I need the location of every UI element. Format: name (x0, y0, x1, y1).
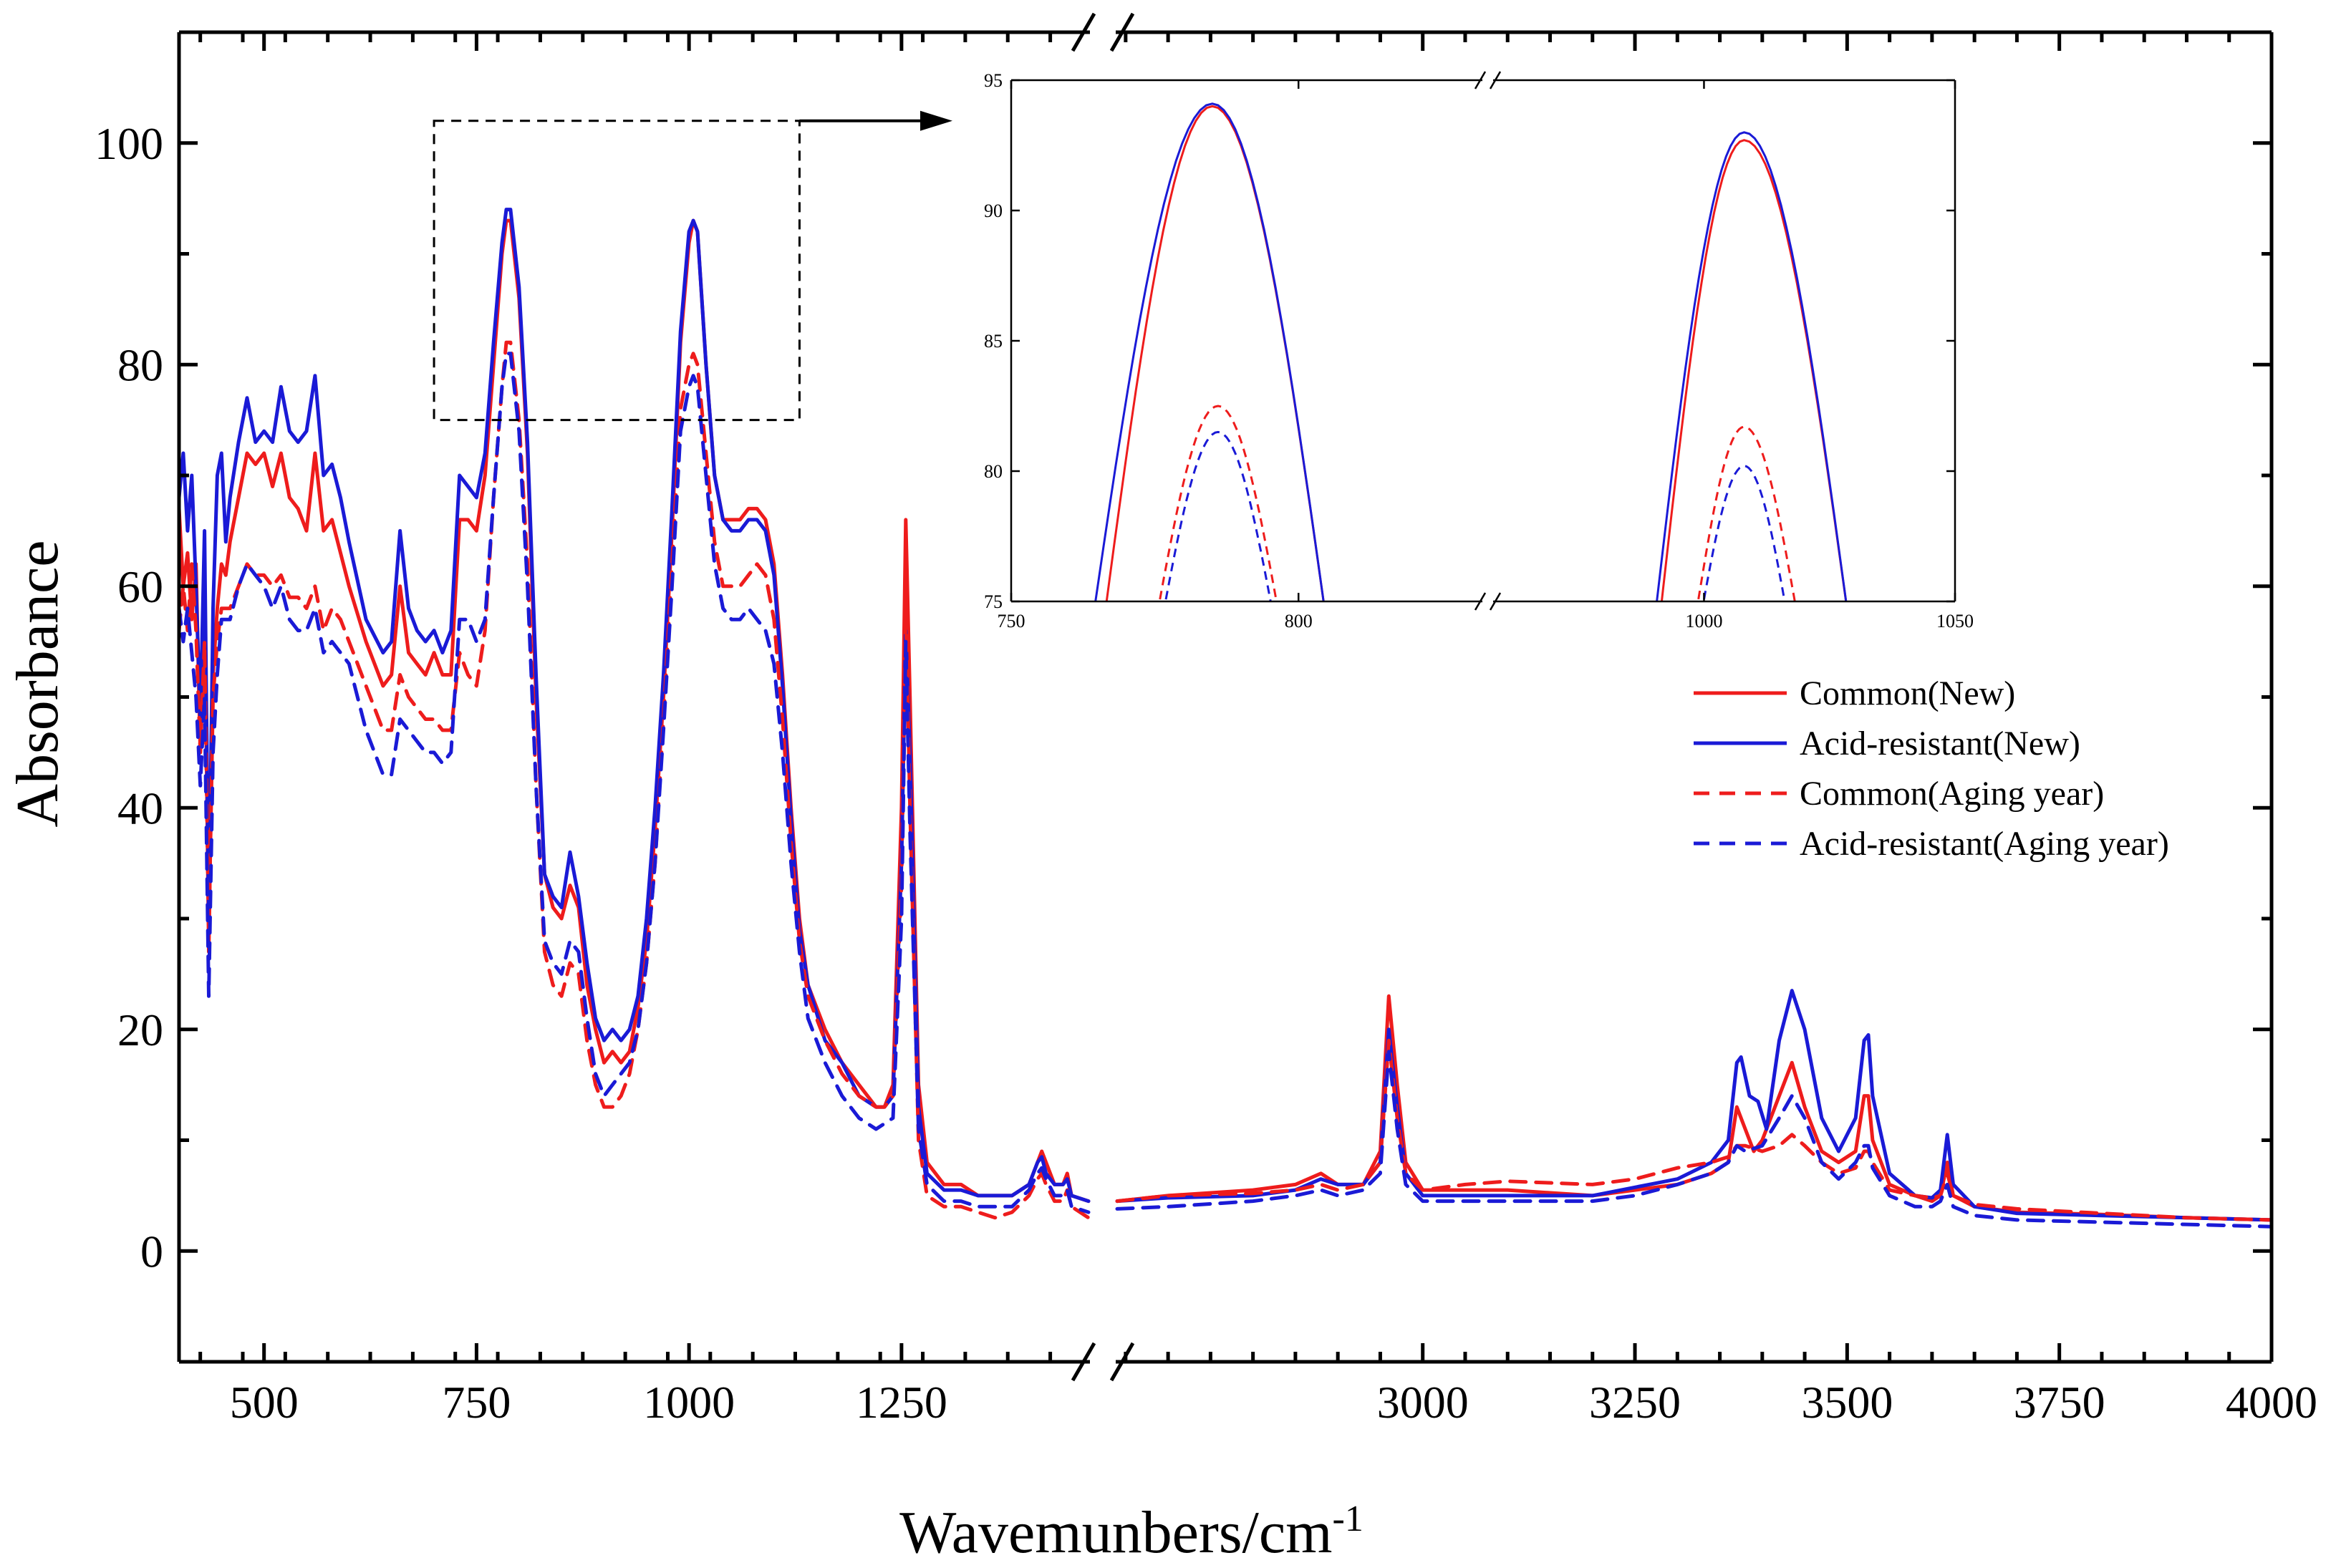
inset-series-acid-resistant-new-peak-1 (1094, 102, 1325, 601)
axis-break-mark-bottom-2 (1109, 1342, 1135, 1382)
y-tick-label: 60 (117, 561, 163, 612)
x-tick-label: 1250 (856, 1377, 947, 1428)
axis-break-mark-bottom-1 (1071, 1342, 1096, 1382)
legend-label-common-new: Common(New) (1800, 674, 2015, 712)
legend: Common(New) Acid-resistant(New) Common(Agi… (1694, 674, 2169, 863)
y-tick-label: 80 (117, 339, 163, 390)
x-tick-label: 750 (442, 1377, 511, 1428)
series-common-aging-year-segment-2 (1115, 1038, 2274, 1222)
y-tick-label: 100 (95, 118, 163, 169)
y-axis-title: Absorbance (4, 540, 71, 827)
inset-series-group (1094, 102, 1848, 601)
x-tick-label: 1000 (643, 1377, 735, 1428)
axis-break-mark-top-1 (1071, 12, 1096, 52)
y-tick-label: 20 (117, 1005, 163, 1055)
inset-series-common-aging-year-peak-2 (1697, 425, 1796, 601)
zoom-arrow-head (920, 110, 952, 131)
inset-x-tick-label: 1000 (1685, 611, 1722, 631)
y-tick-label: 40 (117, 783, 163, 833)
inset-break-mark-bottom-2 (1489, 592, 1502, 611)
x-tick-label: 3000 (1377, 1377, 1469, 1428)
x-axis-title-superscript: -1 (1333, 1499, 1364, 1539)
inset-y-tick-label: 75 (984, 591, 1003, 612)
series-common-new-segment-2 (1115, 994, 2274, 1222)
legend-label-common-aging-year: Common(Aging year) (1800, 775, 2104, 813)
legend-label-acid-resistant-new: Acid-resistant(New) (1800, 725, 2080, 763)
x-tick-label: 3250 (1589, 1377, 1681, 1428)
x-tick-label: 3750 (2014, 1377, 2105, 1428)
inset-series-acid-resistant-aging-year-peak-1 (1164, 430, 1272, 601)
x-axis-title-main: Wavemunbers/cm (899, 1499, 1332, 1566)
inset-x-tick-label: 750 (998, 611, 1025, 631)
series-acid-resistant-aging-year-segment-2 (1115, 1050, 2274, 1229)
inset-x-tick-label: 1050 (1936, 611, 1974, 631)
inset-background (1011, 80, 1955, 601)
axis-break-mark-top-2 (1109, 12, 1135, 52)
series-common-new-segment-1 (177, 218, 1091, 1204)
series-acid-resistant-aging-year-segment-1 (177, 352, 1091, 1214)
legend-label-acid-resistant-aging-year: Acid-resistant(Aging year) (1800, 825, 2169, 863)
inset-series-acid-resistant-new-peak-2 (1656, 131, 1848, 601)
inset-y-tick-label: 80 (984, 461, 1003, 482)
inset-plot: 75 80 85 90 95 750 800 1000 1050 (984, 70, 1974, 631)
x-tick-label: 500 (230, 1377, 299, 1428)
main-axes: 0 20 40 60 80 100 500 750 1000 1250 3000 3250 3500 37… (95, 12, 2317, 1428)
inset-y-tick-label: 90 (984, 200, 1003, 221)
x-tick-label: 4000 (2226, 1377, 2317, 1428)
inset-y-tick-label: 95 (984, 70, 1003, 91)
zoom-box (433, 120, 801, 422)
x-tick-label: 3500 (1801, 1377, 1893, 1428)
inset-break-mark-bottom-1 (1474, 592, 1487, 611)
inset-break-mark-top-2 (1489, 71, 1502, 89)
inset-x-tick-label: 800 (1285, 611, 1313, 631)
y-tick-label: 0 (140, 1226, 163, 1277)
inset-break-mark-top-1 (1474, 71, 1487, 89)
inset-series-common-aging-year-peak-1 (1158, 405, 1278, 601)
inset-series-acid-resistant-aging-year-peak-2 (1702, 465, 1786, 601)
x-axis-title: Wavemunbers/cm-1 (899, 1499, 1364, 1566)
inset-y-tick-label: 85 (984, 331, 1003, 352)
series-common-aging-year-segment-1 (177, 340, 1091, 1220)
main-series-group (177, 208, 2274, 1229)
